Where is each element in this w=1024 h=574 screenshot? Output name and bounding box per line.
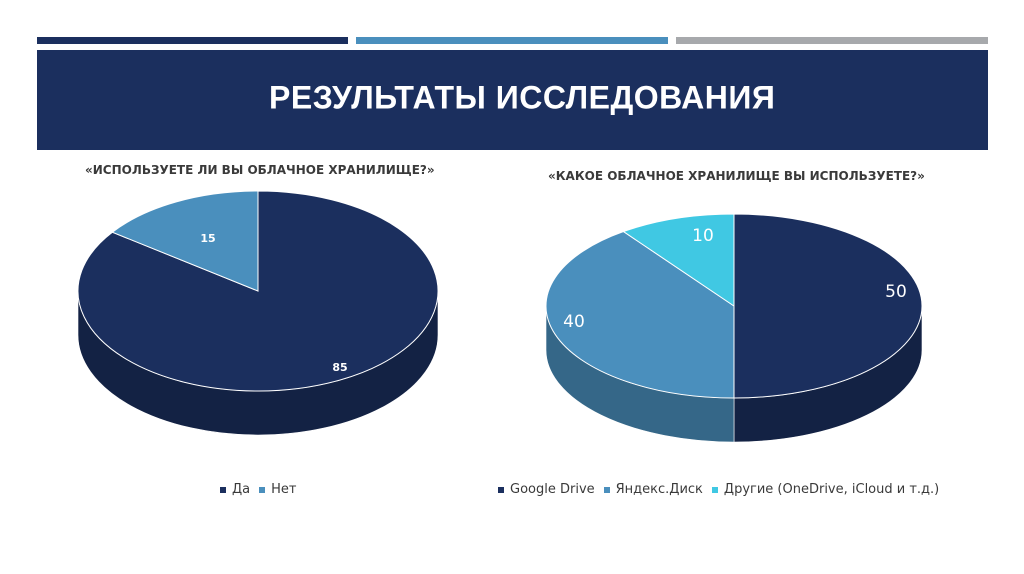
data-label-да: 85 bbox=[332, 361, 347, 374]
legend-item-yes: Да bbox=[220, 482, 250, 497]
data-label-нет: 15 bbox=[200, 232, 215, 245]
legend-swatch bbox=[711, 486, 718, 493]
chart1-title: «ИСПОЛЬЗУЕТЕ ЛИ ВЫ ОБЛАЧНОЕ ХРАНИЛИЩЕ?» bbox=[85, 163, 435, 177]
pie-slice-да bbox=[77, 190, 439, 392]
data-label-другие-onedrive-icloud-и-т-д: 10 bbox=[692, 226, 714, 246]
chart2-legend: Google Drive Яндекс.Диск Другие (OneDriv… bbox=[498, 482, 939, 497]
legend-item-google-drive: Google Drive bbox=[498, 482, 595, 497]
slide-title: РЕЗУЛЬТАТЫ ИССЛЕДОВАНИЯ bbox=[269, 79, 776, 116]
legend-swatch bbox=[603, 486, 610, 493]
pie-slice-нет bbox=[111, 190, 259, 292]
data-label-яндекс-диск: 40 bbox=[563, 312, 585, 332]
pie-slice-google-drive bbox=[733, 213, 923, 399]
chart1-legend: Да Нет bbox=[220, 482, 296, 497]
legend-label-yes: Да bbox=[232, 482, 251, 497]
chart2-title: «КАКОЕ ОБЛАЧНОЕ ХРАНИЛИЩЕ ВЫ ИСПОЛЬЗУЕТЕ… bbox=[548, 169, 925, 183]
legend-item-yandex-disk: Яндекс.Диск bbox=[603, 482, 703, 497]
legend-label-yandex-disk: Яндекс.Диск bbox=[615, 482, 703, 497]
pie-slice-другие-onedrive-icloud-и-т-д bbox=[622, 213, 735, 307]
legend-item-no: Нет bbox=[259, 482, 296, 497]
legend-swatch bbox=[220, 486, 226, 493]
legend-label-other: Другие (OneDrive, iCloud и т.д.) bbox=[723, 482, 940, 497]
data-label-google-drive: 50 bbox=[885, 282, 907, 302]
legend-label-no: Нет bbox=[271, 482, 297, 497]
legend-item-other: Другие (OneDrive, iCloud и т.д.) bbox=[711, 482, 940, 497]
top-stripe-blue bbox=[356, 37, 668, 44]
pie-slice-яндекс-диск bbox=[545, 231, 735, 399]
legend-swatch bbox=[498, 486, 504, 493]
top-stripe-navy bbox=[37, 37, 348, 44]
title-banner: РЕЗУЛЬТАТЫ ИССЛЕДОВАНИЯ bbox=[37, 50, 988, 150]
top-stripe-grey bbox=[676, 37, 988, 44]
legend-label-google-drive: Google Drive bbox=[510, 482, 595, 497]
legend-swatch bbox=[259, 486, 266, 493]
